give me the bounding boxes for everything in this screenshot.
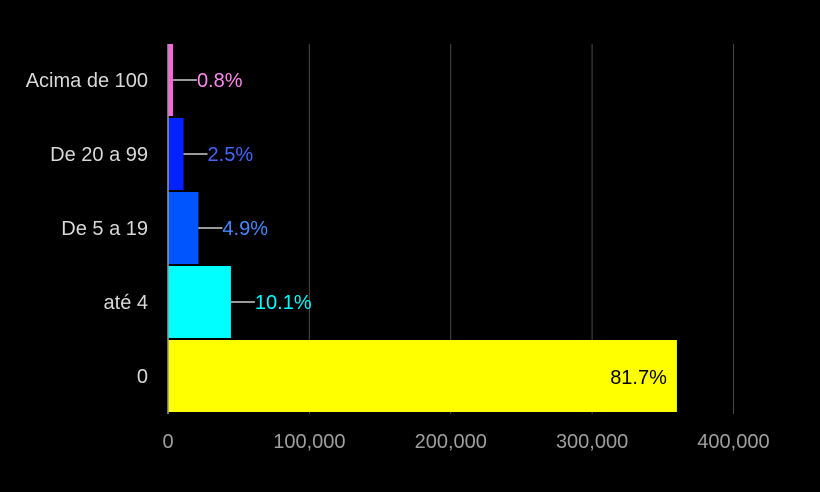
bar xyxy=(168,266,231,338)
category-label: De 20 a 99 xyxy=(50,144,148,166)
category-label: até 4 xyxy=(104,292,148,314)
category-axis: Acima de 100 De 20 a 99 De 5 a 19 até 4 0 xyxy=(26,70,148,388)
data-label: 0.8% xyxy=(197,70,243,92)
x-tick-label: 100,000 xyxy=(273,431,345,453)
data-labels: 0.8% 2.5% 4.9% 10.1% 81.7% xyxy=(172,70,667,389)
bar xyxy=(168,44,173,116)
data-label: 4.9% xyxy=(222,218,268,240)
x-tick-label: 200,000 xyxy=(415,431,487,453)
bars xyxy=(168,44,677,412)
data-label: 2.5% xyxy=(208,144,254,166)
data-label: 81.7% xyxy=(610,367,667,389)
category-label: 0 xyxy=(137,366,148,388)
x-tick-label: 300,000 xyxy=(556,431,628,453)
category-label: Acima de 100 xyxy=(26,70,148,92)
bar xyxy=(168,192,199,264)
x-tick-label: 400,000 xyxy=(697,431,769,453)
bar xyxy=(168,118,184,190)
data-label: 10.1% xyxy=(255,292,312,314)
x-tick-label: 0 xyxy=(162,431,173,453)
value-axis: 0 100,000 200,000 300,000 400,000 xyxy=(162,44,770,453)
category-label: De 5 a 19 xyxy=(61,218,148,240)
bar xyxy=(168,340,677,412)
